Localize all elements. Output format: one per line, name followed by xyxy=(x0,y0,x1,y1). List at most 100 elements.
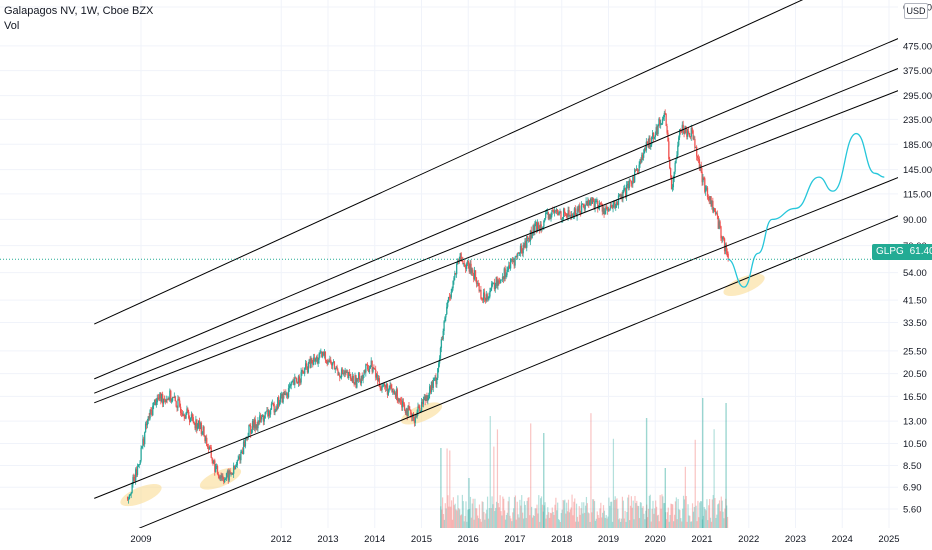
price-tick-label: 33.50 xyxy=(903,318,927,329)
volume-bar xyxy=(524,504,526,528)
candle-body xyxy=(534,224,536,233)
volume-bar xyxy=(645,510,647,528)
volume-bar xyxy=(477,518,480,528)
volume-bar xyxy=(557,502,559,528)
candle-body xyxy=(433,378,435,381)
volume-bar xyxy=(618,519,620,528)
candle-body xyxy=(475,277,478,284)
volume-bar xyxy=(655,500,657,528)
volume-bar xyxy=(641,507,643,528)
channel-line xyxy=(94,66,904,394)
volume-bar xyxy=(518,517,520,528)
candle-body xyxy=(358,373,360,379)
candle-body xyxy=(659,119,661,125)
volume-bar xyxy=(470,517,472,528)
time-tick-label: 2019 xyxy=(598,534,619,545)
volume-bar xyxy=(630,496,632,528)
candle-body xyxy=(716,213,719,216)
volume-bar xyxy=(693,506,695,528)
candle-body xyxy=(442,330,444,340)
candle-body xyxy=(672,178,674,188)
candle-body xyxy=(511,259,514,262)
volume-bar xyxy=(629,505,632,528)
candle-body xyxy=(380,388,382,390)
projection-line xyxy=(727,132,885,288)
volume-bar xyxy=(709,517,712,528)
volume-bar xyxy=(539,521,541,528)
volume-bar xyxy=(611,501,613,528)
volume-bar xyxy=(636,500,638,528)
candle-body xyxy=(317,359,319,364)
candle-body xyxy=(618,194,621,196)
volume-bar xyxy=(548,517,551,528)
candle-body xyxy=(692,130,694,140)
volume-bar xyxy=(673,521,675,528)
volume-bar xyxy=(702,515,704,528)
price-tick-label: 375.00 xyxy=(903,66,932,77)
candle-body xyxy=(480,289,482,299)
candle-body xyxy=(668,141,670,160)
candle-body xyxy=(699,165,701,168)
volume-bar xyxy=(651,508,653,528)
volume-bar xyxy=(568,512,570,528)
candle-body xyxy=(438,363,440,369)
candle-body xyxy=(396,389,398,401)
volume-bar xyxy=(499,495,501,528)
volume-bar xyxy=(457,495,459,528)
candle-body xyxy=(558,212,560,216)
volume-bar xyxy=(471,503,473,528)
volume-bar xyxy=(637,506,640,528)
volume-bar xyxy=(480,521,482,528)
candle-body xyxy=(237,459,239,461)
candle-body xyxy=(483,292,486,299)
volume-bar xyxy=(497,503,499,528)
candle-body xyxy=(168,397,170,401)
volume-bar xyxy=(667,507,669,528)
candle-body xyxy=(477,282,479,284)
currency-button[interactable]: USD xyxy=(904,3,928,19)
candle-body xyxy=(278,402,281,406)
candle-body xyxy=(625,185,628,198)
candle-body xyxy=(607,208,610,211)
candle-body xyxy=(726,251,728,254)
candle-body xyxy=(187,408,189,412)
volume-bar xyxy=(516,501,518,528)
candle-body xyxy=(710,196,712,207)
volume-bar xyxy=(503,498,505,528)
volume-bar xyxy=(627,497,629,528)
volume-bar xyxy=(527,497,529,528)
candle-body xyxy=(465,264,468,269)
candle-body xyxy=(186,408,188,413)
candle-body xyxy=(436,377,438,385)
candle-body xyxy=(565,213,568,217)
candle-body xyxy=(494,284,496,290)
candle-body xyxy=(454,272,456,278)
candle-body xyxy=(646,141,648,143)
candle-body xyxy=(353,383,355,385)
candle-body xyxy=(632,176,634,185)
candle-body xyxy=(502,276,505,280)
volume-bar xyxy=(656,515,659,528)
volume-bar xyxy=(446,448,448,528)
price-tick-label: 5.60 xyxy=(903,505,922,516)
volume-bar xyxy=(623,518,625,528)
candle-body xyxy=(288,385,291,389)
candle-body xyxy=(200,422,202,435)
candle-body xyxy=(412,413,415,421)
volume-bar xyxy=(586,503,588,528)
volume-bar xyxy=(514,495,517,528)
price-tick-label: 185.00 xyxy=(903,140,932,151)
price-tick-label: 8.50 xyxy=(903,461,922,472)
candle-body xyxy=(331,362,334,366)
candle-body xyxy=(604,210,606,215)
volume-bar xyxy=(540,496,543,528)
candle-body xyxy=(393,391,395,394)
volume-bar xyxy=(664,468,666,528)
candle-body xyxy=(704,178,706,192)
candle-body xyxy=(331,362,333,366)
candle-body xyxy=(634,169,636,183)
price-tick-label: 41.50 xyxy=(903,296,927,307)
volume-bar xyxy=(601,517,603,528)
candle-body xyxy=(491,283,494,284)
